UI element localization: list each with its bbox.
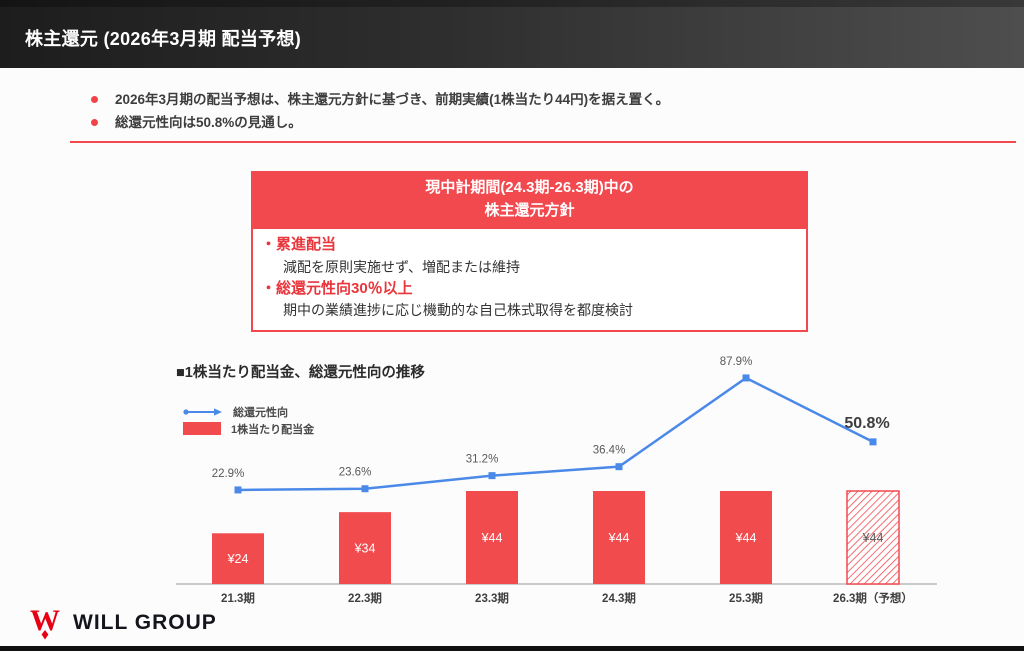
dividend-payout-combo-chart: ¥24 ¥34 ¥44 ¥44 ¥44 ¥44 22.9% 23.6% 31.2% 36.4% 87… — [176, 356, 937, 605]
bullet-text: 2026年3月期の配当予想は、株主還元方針に基づき、前期実績(1株当たり44円)… — [115, 92, 670, 107]
bar-value-label: ¥44 — [735, 531, 757, 545]
payout-ratio-point — [361, 485, 369, 493]
policy-item-detail: 期中の業績進捗に応じ機動的な自己株式取得を都度検討 — [283, 302, 633, 318]
policy-item-heading: ・総還元性向30％以上 — [261, 279, 413, 297]
legend-label: 総還元性向 — [233, 406, 288, 419]
will-group-emblem-icon: W — [30, 605, 60, 640]
bar-value-label: ¥44 — [608, 531, 630, 545]
bullet-item: 総還元性向は50.8%の見通し。 — [91, 113, 951, 133]
payout-ratio-label: 87.9% — [720, 356, 753, 368]
policy-box-title-line1: 現中計期間(24.3期-26.3期)中の — [425, 179, 634, 196]
slide-header: 株主還元 (2026年3月期 配当予想) — [0, 0, 1024, 68]
page-title: 株主還元 (2026年3月期 配当予想) — [25, 29, 302, 49]
dividend-bar — [212, 533, 264, 584]
dividend-bar — [339, 512, 391, 584]
red-divider-line — [70, 141, 1016, 143]
company-logo: W WILL GROUP — [26, 604, 217, 642]
payout-ratio-point — [742, 374, 750, 382]
policy-item-detail: 減配を原則実施せず、増配または維持 — [283, 258, 521, 275]
payout-ratio-label: 31.2% — [466, 454, 499, 466]
company-logo-text: WILL GROUP — [73, 611, 217, 634]
bar-value-label: ¥34 — [354, 542, 376, 556]
policy-box-title: 現中計期間(24.3期-26.3期)中の 株主還元方針 — [251, 171, 808, 229]
payout-ratio-label: 22.9% — [212, 468, 245, 480]
line-series-glyph-icon — [183, 407, 222, 416]
payout-ratio-point — [234, 486, 242, 494]
bar-value-label: ¥44 — [862, 531, 884, 545]
payout-ratio-point — [869, 438, 877, 446]
x-axis-label: 25.3期 — [729, 591, 763, 605]
policy-box-title-line2: 株主還元方針 — [484, 201, 575, 219]
bullet-item: 2026年3月期の配当予想は、株主還元方針に基づき、前期実績(1株当たり44円)… — [91, 90, 951, 110]
chart-title: ■1株当たり配当金、総還元性向の推移 — [176, 365, 425, 381]
dividend-bar-forecast — [846, 490, 900, 585]
bar-value-label: ¥24 — [227, 552, 249, 566]
bullet-dot-icon — [91, 118, 98, 126]
payout-ratio-label: 50.8% — [844, 415, 889, 432]
bar-value-label: ¥44 — [481, 531, 503, 545]
x-axis-label: 23.3期 — [475, 591, 509, 605]
payout-ratio-point — [488, 472, 496, 480]
chart-legend: 総還元性向 1株当たり配当金 — [183, 403, 314, 437]
policy-item-heading: ・累進配当 — [261, 236, 337, 253]
payout-ratio-point — [615, 463, 623, 471]
bar-series-swatch-icon — [183, 422, 221, 435]
x-axis-label: 26.3期（予想） — [833, 591, 913, 605]
bullet-dot-icon — [91, 96, 98, 103]
legend-item-dividend: 1株当たり配当金 — [183, 420, 314, 437]
shareholder-return-policy-box: 現中計期間(24.3期-26.3期)中の 株主還元方針 ・累進配当 減配を原則実… — [251, 171, 808, 332]
payout-ratio-line — [237, 376, 874, 492]
bottom-bar — [0, 646, 1024, 651]
legend-label: 1株当たり配当金 — [231, 423, 315, 436]
dividend-bar — [720, 491, 772, 584]
x-axis-label: 22.3期 — [348, 591, 382, 605]
x-axis-label: 21.3期 — [221, 591, 255, 605]
policy-box-body: ・累進配当 減配を原則実施せず、増配または維持 ・総還元性向30％以上 期中の業… — [251, 229, 808, 332]
bullet-text: 総還元性向は50.8%の見通し。 — [115, 114, 302, 130]
dividend-bar — [466, 491, 518, 584]
summary-bullets: 2026年3月期の配当予想は、株主還元方針に基づき、前期実績(1株当たり44円)… — [91, 90, 951, 135]
legend-item-payout-ratio: 総還元性向 — [183, 403, 314, 420]
payout-ratio-label: 23.6% — [339, 467, 372, 479]
dividend-bar — [593, 491, 645, 584]
x-axis-label: 24.3期 — [602, 591, 636, 605]
payout-ratio-label: 36.4% — [593, 445, 626, 457]
